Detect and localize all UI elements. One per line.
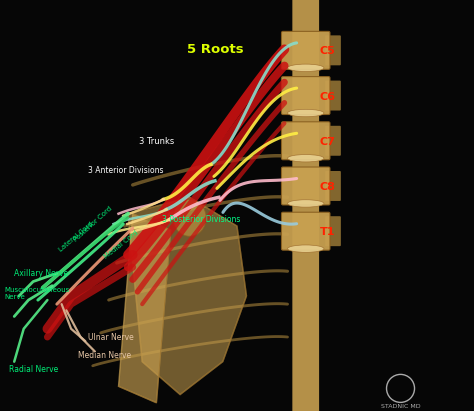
FancyBboxPatch shape xyxy=(325,81,341,111)
Text: T1: T1 xyxy=(319,227,335,237)
Text: 5 Roots: 5 Roots xyxy=(187,43,244,56)
FancyBboxPatch shape xyxy=(282,167,330,205)
Ellipse shape xyxy=(288,64,324,72)
Text: Median Nerve: Median Nerve xyxy=(78,351,131,360)
Text: 3 Posterior Divisions: 3 Posterior Divisions xyxy=(162,215,241,224)
Polygon shape xyxy=(128,197,246,395)
FancyBboxPatch shape xyxy=(282,31,330,69)
FancyBboxPatch shape xyxy=(292,0,319,411)
Text: C8: C8 xyxy=(319,182,335,192)
Text: C5: C5 xyxy=(319,46,335,56)
Ellipse shape xyxy=(288,109,324,117)
Text: Axillary Nerve: Axillary Nerve xyxy=(14,269,68,278)
Text: Medial Cord: Medial Cord xyxy=(103,229,139,260)
FancyBboxPatch shape xyxy=(325,171,341,201)
Text: 3 Trunks: 3 Trunks xyxy=(139,137,174,146)
FancyBboxPatch shape xyxy=(325,216,341,246)
FancyBboxPatch shape xyxy=(325,126,341,156)
Ellipse shape xyxy=(288,245,324,252)
Text: Posterior Cord: Posterior Cord xyxy=(72,206,113,242)
FancyBboxPatch shape xyxy=(282,122,330,160)
FancyBboxPatch shape xyxy=(282,212,330,250)
Polygon shape xyxy=(118,214,171,403)
Text: Radial Nerve: Radial Nerve xyxy=(9,365,59,374)
FancyBboxPatch shape xyxy=(282,76,330,115)
Ellipse shape xyxy=(173,199,206,236)
Text: Ulnar Nerve: Ulnar Nerve xyxy=(88,332,134,342)
Ellipse shape xyxy=(288,200,324,207)
Text: 3 Anterior Divisions: 3 Anterior Divisions xyxy=(88,166,164,175)
Ellipse shape xyxy=(288,155,324,162)
FancyBboxPatch shape xyxy=(325,35,341,65)
Text: C6: C6 xyxy=(319,92,336,102)
Text: STADNIC MD: STADNIC MD xyxy=(381,404,420,409)
Text: C7: C7 xyxy=(319,137,335,147)
Text: Lateral Cord: Lateral Cord xyxy=(57,220,94,252)
Text: Musculocutaneous
Nerve: Musculocutaneous Nerve xyxy=(5,287,70,300)
